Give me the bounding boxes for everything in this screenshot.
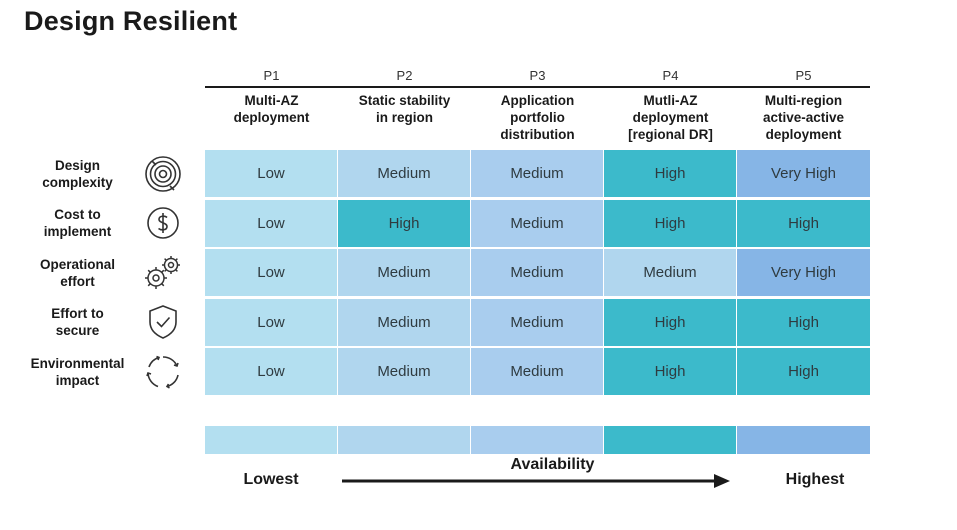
target-icon [143, 154, 183, 194]
column-name: Application portfolio distribution [500, 93, 575, 142]
column-name: Mutli-AZ deployment [regional DR] [628, 93, 713, 142]
rating-cell: High [737, 348, 870, 395]
row-label: Environmental impact [20, 348, 200, 395]
column-codes: P1 P2 P3 P4 P5 [205, 66, 870, 86]
table-row: Low Medium Medium High High [205, 298, 870, 346]
rating-cell: Medium [471, 348, 603, 395]
rating-cell: High [604, 150, 736, 197]
column-name: Static stability in region [358, 93, 451, 125]
table-row: Low Medium Medium High High [205, 348, 870, 395]
rating-cell: Medium [338, 298, 470, 346]
row-label: Operational effort [20, 249, 200, 296]
rating-cell: High [338, 199, 470, 247]
row-labels: Design complexity Cost to implement Oper… [20, 150, 200, 398]
rating-cell: Medium [338, 348, 470, 395]
rating-cell: High [737, 199, 870, 247]
rating-cell: High [604, 348, 736, 395]
rating-cell: Medium [471, 150, 603, 197]
rating-cell: Very High [737, 249, 870, 296]
rating-cell: High [604, 199, 736, 247]
table-row: Low Medium Medium Medium Very High [205, 249, 870, 296]
rating-cell: Low [205, 348, 337, 395]
table-row: Low Medium Medium High Very High [205, 150, 870, 197]
rating-cell: High [604, 298, 736, 346]
scale-segment [338, 426, 470, 454]
dollar-icon [143, 203, 183, 243]
row-label: Design complexity [20, 150, 200, 197]
row-label-text: Cost to implement [43, 207, 112, 239]
row-label: Effort to secure [20, 299, 200, 346]
rating-matrix: Low Medium Medium High Very High Low Hig… [205, 150, 870, 398]
column-names: Multi-AZ deployment Static stability in … [205, 92, 870, 148]
column-code: P4 [662, 68, 679, 83]
shield-check-icon [143, 302, 183, 342]
rating-cell: Very High [737, 150, 870, 197]
rating-cell: Medium [338, 150, 470, 197]
availability-scale-bar [205, 426, 870, 454]
row-label-text: Design complexity [42, 157, 113, 190]
availability-label: Availability [510, 456, 595, 473]
rating-cell: Medium [471, 199, 603, 247]
column-code: P2 [396, 68, 413, 83]
scale-segment [205, 426, 337, 454]
rating-cell: Medium [471, 249, 603, 296]
row-label-text: Effort to secure [51, 306, 104, 338]
scale-segment [737, 426, 870, 454]
header-divider [205, 86, 870, 88]
rating-cell: Medium [604, 249, 736, 296]
rating-cell: Low [205, 298, 337, 346]
rating-cell: High [737, 298, 870, 346]
column-code: P5 [795, 68, 812, 83]
rating-cell: Medium [471, 298, 603, 346]
column-code: P3 [529, 68, 546, 83]
column-code: P1 [263, 68, 280, 83]
row-label-text: Environmental impact [30, 355, 125, 388]
highest-label: Highest [785, 471, 845, 488]
cycle-icon [143, 352, 183, 392]
rating-cell: Low [205, 199, 337, 247]
page-title: Design Resilient [24, 6, 238, 36]
rating-cell: Low [205, 150, 337, 197]
rating-cell: Medium [338, 249, 470, 296]
table-row: Low High Medium High High [205, 199, 870, 247]
availability-arrow [342, 473, 732, 494]
column-name: Multi-region active-active deployment [762, 93, 845, 142]
scale-segment [471, 426, 603, 454]
row-label-text: Operational effort [39, 256, 115, 289]
lowest-label: Lowest [243, 471, 299, 488]
column-name: Multi-AZ deployment [233, 93, 310, 125]
scale-segment [604, 426, 736, 454]
rating-cell: Low [205, 249, 337, 296]
row-label: Cost to implement [20, 200, 200, 247]
gears-icon [143, 253, 183, 293]
